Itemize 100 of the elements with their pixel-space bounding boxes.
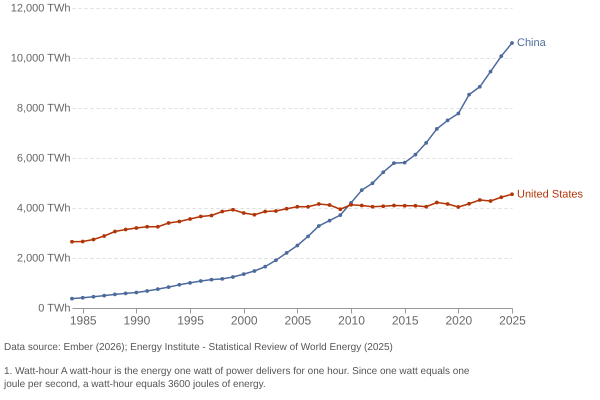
point: [242, 272, 246, 276]
point: [381, 170, 386, 174]
series-label: China: [517, 37, 547, 49]
point: [499, 195, 504, 200]
point: [467, 92, 471, 97]
point: [252, 212, 256, 217]
x-tick-label: 2000: [230, 314, 258, 328]
point: [446, 118, 450, 122]
x-tick-label: 1995: [177, 314, 204, 328]
point: [424, 204, 428, 209]
point: [381, 204, 386, 208]
y-tick-label: 6,000 TWh: [16, 152, 70, 164]
point: [338, 213, 342, 217]
point: [510, 192, 514, 196]
point: [124, 228, 128, 232]
point: [456, 112, 460, 116]
x-tick-label: 1985: [70, 314, 97, 328]
point: [156, 224, 160, 229]
point: [424, 141, 428, 145]
x-tick-label: 2015: [392, 314, 419, 328]
point: [263, 210, 268, 214]
point: [220, 210, 224, 214]
point: [478, 198, 482, 202]
point: [316, 202, 321, 206]
point: [306, 234, 310, 238]
point: [124, 292, 128, 296]
x-tick-label: 2005: [284, 314, 312, 328]
point: [231, 208, 235, 212]
point: [488, 199, 492, 203]
point: [392, 161, 396, 165]
point: [274, 209, 278, 213]
point: [435, 200, 439, 204]
point: [113, 230, 117, 234]
point: [414, 204, 418, 208]
series-label: United States: [517, 188, 584, 200]
point: [478, 84, 482, 89]
point: [446, 202, 450, 206]
point: [328, 203, 332, 207]
y-tick-label: 8,000 TWh: [16, 102, 70, 114]
point: [156, 287, 160, 292]
point: [392, 204, 396, 208]
point: [338, 207, 342, 212]
point: [370, 181, 374, 186]
text: 1. Watt-hour A watt-hour is the energy one watt of power delivers for one hour. Since one watt equals one joule per second, a watt-hour equals 3600 joules of energy.: [3, 366, 470, 390]
source-note: Data source: Ember (2026); Energy Institute - Statistical Review of World Energy (2025): [4, 342, 393, 353]
point: [328, 218, 332, 222]
point: [177, 220, 182, 224]
point: [188, 217, 192, 221]
point: [177, 282, 182, 287]
point: [284, 251, 289, 255]
point: [145, 224, 149, 229]
point: [295, 204, 300, 209]
point: [198, 279, 203, 283]
point: [102, 294, 106, 298]
point: [188, 280, 192, 285]
point: [210, 214, 214, 218]
point: [166, 221, 170, 225]
point: [80, 296, 85, 300]
point: [370, 204, 374, 209]
point: [360, 188, 364, 192]
point: [145, 289, 149, 293]
point: [92, 294, 96, 299]
point: [467, 202, 471, 206]
point: [231, 275, 235, 279]
x-tick-label: 2020: [445, 314, 473, 328]
point: [456, 205, 460, 209]
y-tick-label: 2,000 TWh: [16, 252, 70, 264]
point: [198, 214, 203, 218]
point: [242, 211, 246, 215]
point: [134, 226, 138, 230]
x-tick-label: 2010: [338, 314, 366, 328]
point: [263, 264, 268, 269]
point: [402, 204, 407, 208]
point: [316, 224, 321, 228]
point: [510, 41, 514, 45]
y-tick-label: 10,000 TWh: [10, 52, 70, 64]
point: [306, 204, 310, 209]
point: [435, 126, 439, 131]
point: [402, 160, 407, 164]
point: [70, 296, 74, 300]
y-tick-label: 4,000 TWh: [16, 202, 70, 214]
x-tick-label: 2025: [499, 314, 526, 328]
point: [166, 285, 170, 289]
point: [92, 238, 96, 242]
point: [220, 276, 224, 281]
point: [70, 240, 74, 244]
point: [274, 258, 278, 262]
point: [414, 152, 418, 157]
point: [284, 206, 289, 211]
point: [80, 240, 85, 244]
point: [134, 290, 138, 294]
x-tick-label: 1990: [124, 314, 151, 328]
point: [102, 234, 106, 238]
point: [488, 70, 492, 74]
y-tick-label: 12,000 TWh: [10, 2, 70, 14]
point: [360, 204, 364, 208]
point: [113, 292, 117, 296]
point: [295, 244, 300, 248]
point: [252, 269, 256, 273]
point: [499, 54, 504, 58]
